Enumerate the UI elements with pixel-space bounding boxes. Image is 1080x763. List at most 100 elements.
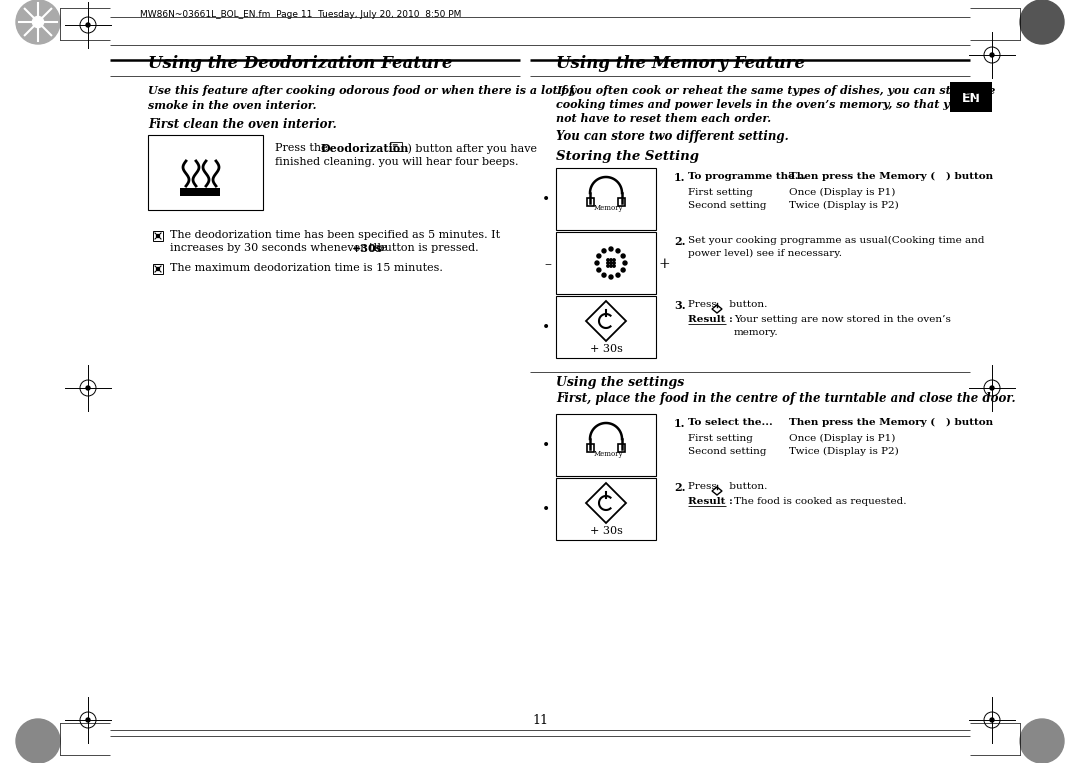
Text: Once (Display is P1): Once (Display is P1) (789, 434, 895, 443)
Text: The maximum deodorization time is 15 minutes.: The maximum deodorization time is 15 min… (170, 263, 443, 273)
Circle shape (86, 23, 90, 27)
Text: First clean the oven interior.: First clean the oven interior. (148, 118, 337, 131)
Circle shape (86, 386, 90, 390)
Text: To select the...: To select the... (688, 418, 773, 427)
Circle shape (16, 719, 60, 763)
Circle shape (607, 259, 609, 261)
Text: not have to reset them each order.: not have to reset them each order. (556, 113, 771, 124)
Text: Then press the Memory (   ) button: Then press the Memory ( ) button (789, 418, 994, 427)
Circle shape (597, 254, 600, 258)
Text: Use this feature after cooking odorous food or when there is a lot of: Use this feature after cooking odorous f… (148, 85, 573, 96)
Text: •: • (542, 502, 550, 516)
Text: Once (Display is P1): Once (Display is P1) (789, 188, 895, 197)
Circle shape (616, 273, 620, 277)
Circle shape (16, 0, 60, 44)
Text: cooking times and power levels in the oven’s memory, so that you do: cooking times and power levels in the ov… (556, 99, 984, 110)
Bar (556, 232, 656, 294)
Text: power level) see if necessary.: power level) see if necessary. (688, 249, 842, 258)
Text: ) button after you have: ) button after you have (404, 143, 537, 153)
Circle shape (1020, 0, 1064, 44)
Circle shape (610, 265, 612, 267)
Circle shape (607, 262, 609, 264)
Text: The food is cooked as requested.: The food is cooked as requested. (734, 497, 906, 506)
Circle shape (602, 249, 606, 253)
Circle shape (621, 268, 625, 272)
Text: Using the settings: Using the settings (556, 376, 685, 389)
Text: smoke in the oven interior.: smoke in the oven interior. (148, 100, 316, 111)
Text: button.: button. (726, 482, 768, 491)
Bar (556, 478, 656, 540)
Circle shape (612, 262, 616, 264)
Bar (618, 444, 625, 452)
Circle shape (157, 234, 160, 237)
Text: Second setting: Second setting (688, 447, 767, 456)
Text: Storing the Setting: Storing the Setting (556, 150, 699, 163)
Text: +: + (659, 257, 671, 271)
Text: ≡: ≡ (391, 142, 397, 150)
Text: Press: Press (688, 300, 720, 309)
Text: Press the: Press the (275, 143, 332, 153)
Text: 2.: 2. (674, 482, 686, 493)
Circle shape (602, 273, 606, 277)
Text: 1.: 1. (674, 172, 686, 183)
Bar (556, 296, 656, 358)
Circle shape (1020, 719, 1064, 763)
Text: To programme the...: To programme the... (688, 172, 806, 181)
Text: •: • (542, 320, 550, 334)
Text: + 30s: + 30s (590, 344, 622, 354)
Circle shape (623, 261, 627, 265)
Text: EN: EN (961, 92, 981, 105)
Bar (556, 414, 656, 476)
Circle shape (990, 53, 994, 57)
Text: First setting: First setting (688, 434, 753, 443)
Text: + 30s: + 30s (590, 526, 622, 536)
Circle shape (609, 247, 613, 251)
Text: Using the Memory Feature: Using the Memory Feature (556, 55, 805, 72)
Text: Second setting: Second setting (688, 201, 767, 210)
Text: The deodorization time has been specified as 5 minutes. It: The deodorization time has been specifie… (170, 230, 500, 240)
Text: Press: Press (688, 482, 720, 491)
Bar (950, 82, 993, 112)
Text: •: • (542, 438, 550, 452)
Text: 1.: 1. (674, 418, 686, 429)
Circle shape (616, 249, 620, 253)
Circle shape (595, 261, 599, 265)
Bar (390, 142, 402, 151)
Circle shape (607, 265, 609, 267)
Text: 3.: 3. (674, 300, 686, 311)
Circle shape (32, 16, 43, 27)
Circle shape (610, 259, 612, 261)
Text: First, place the food in the centre of the turntable and close the door.: First, place the food in the centre of t… (556, 392, 1015, 405)
Circle shape (621, 254, 625, 258)
Circle shape (612, 265, 616, 267)
Text: button.: button. (726, 300, 768, 309)
Text: Twice (Display is P2): Twice (Display is P2) (789, 201, 899, 210)
Bar (556, 168, 656, 230)
Text: Memory: Memory (594, 204, 623, 212)
Bar (588, 198, 594, 206)
Circle shape (609, 275, 613, 279)
Bar (153, 264, 163, 274)
Circle shape (610, 262, 612, 264)
Text: increases by 30 seconds whenever the: increases by 30 seconds whenever the (170, 243, 391, 253)
Circle shape (990, 718, 994, 722)
Circle shape (990, 386, 994, 390)
Text: button is pressed.: button is pressed. (374, 243, 478, 253)
Text: Your setting are now stored in the oven’s: Your setting are now stored in the oven’… (734, 315, 950, 324)
Circle shape (86, 718, 90, 722)
Text: finished cleaning. you will hear four beeps.: finished cleaning. you will hear four be… (275, 157, 518, 167)
Text: MW86N~03661L_BOL_EN.fm  Page 11  Tuesday, July 20, 2010  8:50 PM: MW86N~03661L_BOL_EN.fm Page 11 Tuesday, … (140, 10, 461, 19)
Text: You can store two different setting.: You can store two different setting. (556, 130, 788, 143)
Circle shape (157, 268, 160, 271)
Text: memory.: memory. (734, 328, 779, 337)
Text: First setting: First setting (688, 188, 753, 197)
Text: Then press the Memory (   ) button: Then press the Memory ( ) button (789, 172, 994, 181)
Bar (180, 188, 220, 196)
Text: –: – (544, 257, 551, 271)
Text: Memory: Memory (594, 450, 623, 458)
Bar (148, 135, 264, 210)
Circle shape (612, 259, 616, 261)
Text: 2.: 2. (674, 236, 686, 247)
Text: Result :: Result : (688, 315, 733, 324)
Bar (618, 198, 625, 206)
